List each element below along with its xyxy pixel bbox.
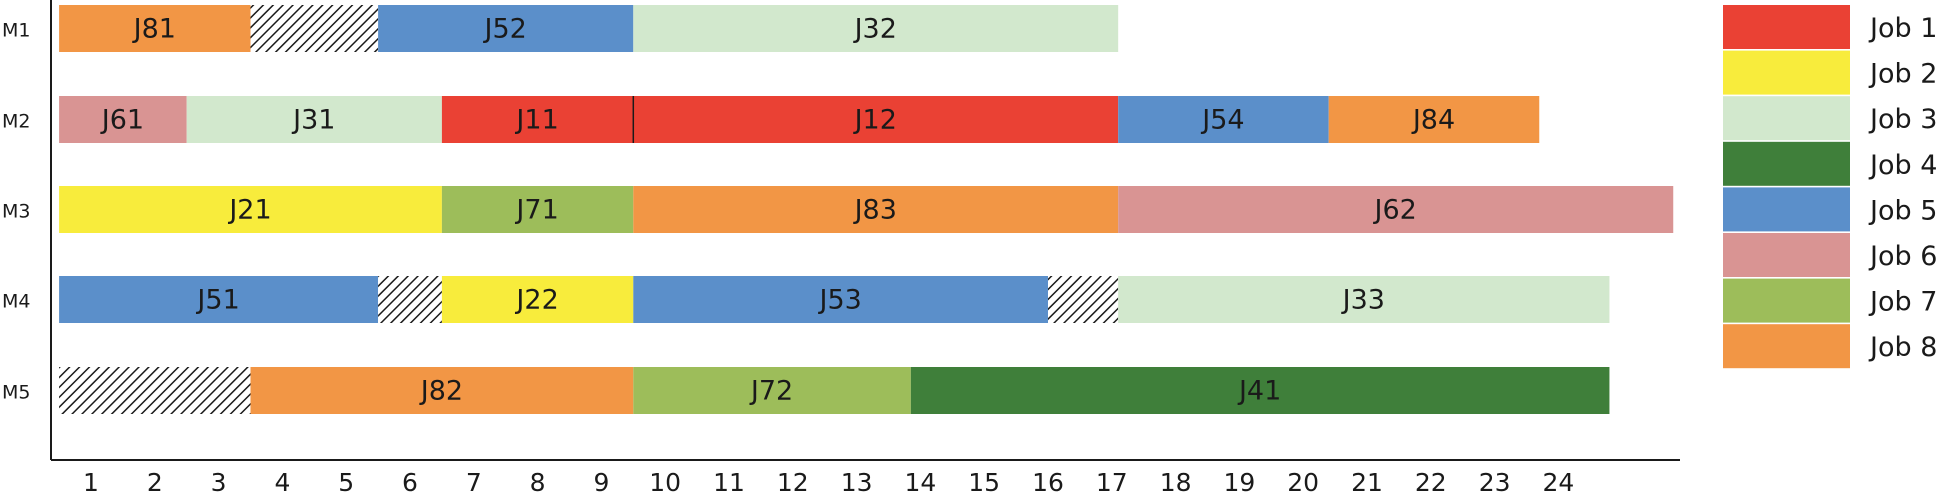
machine-label: M1 — [2, 20, 30, 42]
task-label: J11 — [514, 105, 558, 136]
axes — [50, 0, 1680, 461]
x-tick-label: 18 — [1160, 468, 1192, 497]
legend-swatch — [1723, 96, 1850, 141]
task-bar — [1328, 96, 1540, 143]
x-tick-label: 15 — [968, 468, 1000, 497]
task-label: J84 — [1411, 105, 1455, 136]
task-bar — [910, 367, 1610, 414]
task-bar — [441, 186, 634, 233]
task-bar — [1118, 186, 1674, 233]
task-label: J71 — [514, 195, 558, 226]
task-bar — [633, 96, 1119, 143]
x-tick-label: 3 — [211, 468, 227, 497]
machine-label: M2 — [2, 111, 30, 133]
x-tick-label: 24 — [1542, 468, 1574, 497]
task-bar — [633, 276, 1048, 323]
x-tick-label: 19 — [1223, 468, 1255, 497]
task-label: J51 — [195, 285, 239, 316]
legend-label: Job 8 — [1868, 332, 1937, 363]
x-tick-label: 23 — [1479, 468, 1511, 497]
x-tick-label: 16 — [1032, 468, 1064, 497]
x-tick-label: 10 — [649, 468, 681, 497]
task-label: J52 — [483, 14, 527, 45]
task-label: J33 — [1341, 285, 1385, 316]
legend-swatch — [1723, 324, 1850, 369]
x-tick-label: 7 — [466, 468, 482, 497]
legend-label: Job 1 — [1868, 13, 1937, 44]
task-label: J41 — [1237, 376, 1281, 407]
idle-bar — [59, 367, 251, 414]
x-tick-label: 20 — [1287, 468, 1319, 497]
task-bar — [441, 96, 634, 143]
x-tick-label: 21 — [1351, 468, 1383, 497]
idle-bar — [1048, 276, 1119, 323]
task-bar — [59, 5, 251, 52]
task-label: J72 — [749, 376, 793, 407]
x-tick-label: 4 — [274, 468, 290, 497]
x-tick-label: 8 — [530, 468, 546, 497]
x-tick-label: 12 — [777, 468, 809, 497]
x-tick-label: 1 — [83, 468, 99, 497]
task-label: J22 — [514, 285, 558, 316]
task-bar — [59, 276, 379, 323]
task-label: J61 — [100, 105, 144, 136]
task-bars: J81 J52 J32 J61 J31 J11 J12 J54 J84 J21 J71 J83 J62 J… — [59, 5, 1674, 414]
task-bar — [1118, 276, 1610, 323]
legend-label: Job 5 — [1868, 195, 1937, 226]
task-bar — [186, 96, 442, 143]
legend-swatch — [1723, 278, 1850, 323]
x-tick-label: 6 — [402, 468, 418, 497]
machine-labels: M1 M2 M3 M4 M5 — [2, 20, 30, 404]
legend-label: Job 2 — [1868, 59, 1937, 90]
x-tick-label: 14 — [904, 468, 936, 497]
legend-swatch — [1723, 141, 1850, 186]
task-bar — [59, 96, 187, 143]
task-bar — [250, 367, 634, 414]
legend-label: Job 3 — [1868, 104, 1937, 135]
task-label: J53 — [817, 285, 861, 316]
task-bar — [59, 186, 442, 233]
legend-swatch — [1723, 50, 1850, 95]
x-tick-label: 13 — [841, 468, 873, 497]
legend-label: Job 7 — [1868, 287, 1937, 318]
x-tick-label: 5 — [338, 468, 354, 497]
task-label: J31 — [291, 105, 335, 136]
idle-bar — [378, 276, 442, 323]
task-bar — [1118, 96, 1329, 143]
task-label: J32 — [853, 14, 897, 45]
x-tick-label: 9 — [593, 468, 609, 497]
task-bar — [633, 367, 911, 414]
idle-bar — [250, 5, 379, 52]
x-tick-label: 17 — [1096, 468, 1128, 497]
machine-label: M5 — [2, 382, 30, 404]
task-label: J82 — [419, 376, 463, 407]
x-tick-label: 11 — [713, 468, 745, 497]
legend-label: Job 4 — [1868, 150, 1937, 181]
task-label: J21 — [227, 195, 271, 226]
legend-swatch — [1723, 187, 1850, 232]
x-axis-ticks: 1 2 3 4 5 6 7 8 9 10 11 12 13 14 15 16 17 18 19 20 21 22 23 24 — [83, 468, 1574, 497]
task-label: J62 — [1373, 195, 1417, 226]
machine-label: M3 — [2, 201, 30, 223]
machine-label: M4 — [2, 291, 30, 313]
task-label: J83 — [853, 195, 897, 226]
legend-label: Job 6 — [1868, 241, 1937, 272]
legend-swatch — [1723, 5, 1850, 49]
x-tick-label: 2 — [147, 468, 163, 497]
x-tick-label: 22 — [1415, 468, 1447, 497]
task-bar — [633, 5, 1119, 52]
task-label: J12 — [853, 105, 897, 136]
task-bar — [441, 276, 634, 323]
task-label: J54 — [1200, 105, 1244, 136]
task-bar — [633, 186, 1119, 233]
task-bar — [378, 5, 634, 52]
task-label: J81 — [132, 14, 176, 45]
legend-swatch — [1723, 233, 1850, 277]
legend: Job 1 Job 2 Job 3 Job 4 Job 5 Job 6 Job 7 Job 8 — [1723, 5, 1937, 369]
